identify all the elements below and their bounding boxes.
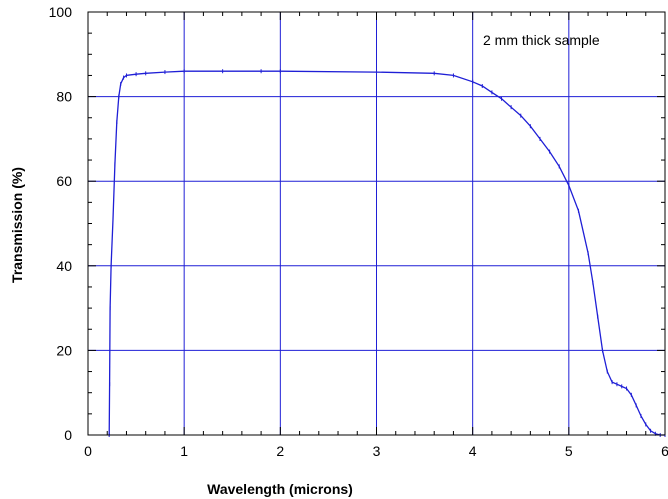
y-tick-label-60: 60 xyxy=(56,173,72,189)
plot-frame xyxy=(87,11,666,436)
series-layer xyxy=(108,69,666,437)
y-axis-title: Transmission (%) xyxy=(9,167,25,283)
y-tick-label-100: 100 xyxy=(49,4,73,20)
x-tick-label-6: 6 xyxy=(661,443,668,459)
series-line-0 xyxy=(108,70,665,436)
x-tick-label-1: 1 xyxy=(180,443,188,459)
y-tick-label-80: 80 xyxy=(56,89,72,105)
x-tick-labels: 0 1 2 3 4 5 6 xyxy=(84,443,668,459)
grid-layer xyxy=(88,12,665,435)
y-tick-label-0: 0 xyxy=(64,427,72,443)
x-tick-label-2: 2 xyxy=(276,443,284,459)
x-tick-label-3: 3 xyxy=(373,443,381,459)
y-tick-labels: 0 20 40 60 80 100 xyxy=(49,4,73,443)
x-axis-title: Wavelength (microns) xyxy=(207,481,353,497)
x-tick-label-4: 4 xyxy=(469,443,477,459)
x-tick-label-0: 0 xyxy=(84,443,92,459)
x-tick-label-5: 5 xyxy=(565,443,573,459)
sample-annotation: 2 mm thick sample xyxy=(483,32,600,48)
y-tick-label-40: 40 xyxy=(56,258,72,274)
y-tick-label-20: 20 xyxy=(56,342,72,358)
